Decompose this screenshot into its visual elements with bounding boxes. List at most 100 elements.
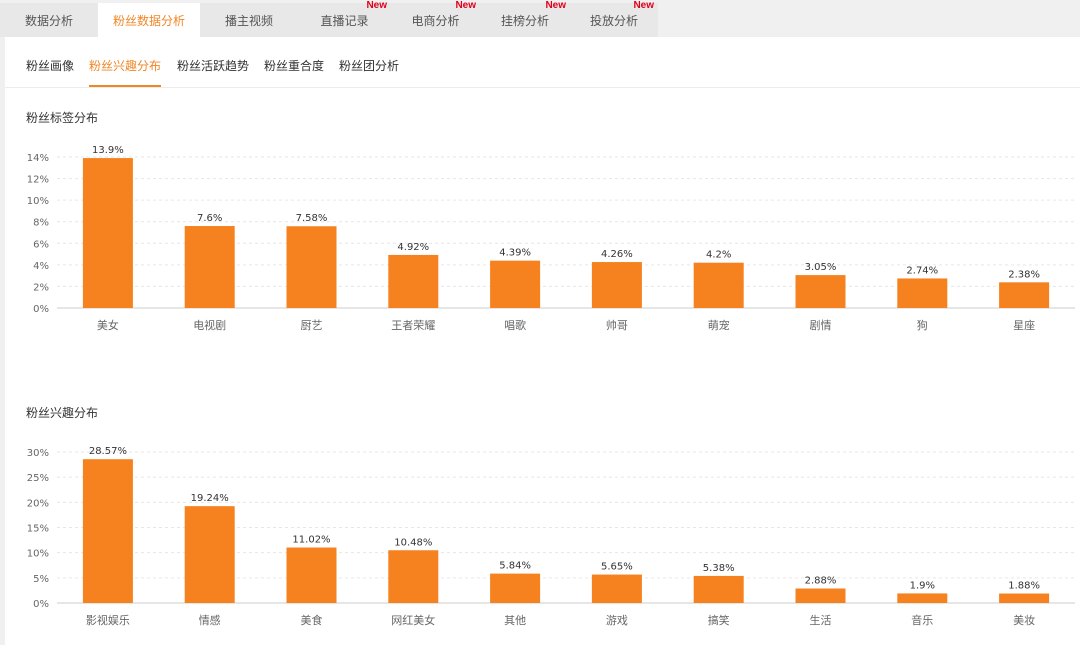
- data-label: 3.05%: [805, 262, 837, 273]
- tab-label: 粉丝数据分析: [112, 13, 185, 28]
- fan-tag-distribution-chart: 0% 2% 4% 6% 8% 10% 12% 14% 13.9% 美女 7.6% 电视剧 7.58% 厨艺…: [27, 145, 1075, 332]
- x-tick-label: 唱歌: [504, 318, 526, 332]
- x-tick-label: 网红美女: [391, 613, 435, 627]
- bar[interactable]: [388, 254, 439, 308]
- y-tick-label: 4%: [33, 261, 49, 272]
- tab-ranking-analysis[interactable]: 挂榜分析 New: [480, 0, 570, 37]
- bar[interactable]: [388, 550, 439, 603]
- data-label: 11.02%: [292, 535, 330, 546]
- sub-tab-bar: 粉丝画像 粉丝兴趣分布 粉丝活跃趋势 粉丝重合度 粉丝团分析: [5, 37, 1080, 88]
- x-tick-label: 游戏: [606, 614, 628, 627]
- bar[interactable]: [184, 506, 235, 603]
- data-label: 2.38%: [1008, 269, 1040, 280]
- y-tick-label: 12%: [27, 175, 49, 186]
- data-label: 1.88%: [1008, 581, 1040, 592]
- x-tick-label: 星座: [1013, 318, 1035, 332]
- bar[interactable]: [490, 573, 541, 603]
- x-tick-label: 帅哥: [606, 319, 628, 332]
- x-tick-label: 王者荣耀: [391, 319, 435, 332]
- y-tick-label: 30%: [27, 448, 49, 459]
- x-tick-label: 狗: [917, 319, 928, 332]
- x-tick-label: 电视剧: [193, 318, 226, 332]
- new-badge: New: [633, 0, 654, 11]
- y-tick-label: 5%: [33, 574, 49, 585]
- bar[interactable]: [795, 275, 846, 308]
- data-label: 13.9%: [92, 145, 124, 156]
- subtab-fan-overlap[interactable]: 粉丝重合度: [264, 59, 325, 73]
- bar[interactable]: [795, 588, 846, 603]
- data-label: 7.6%: [197, 213, 222, 224]
- subtab-fan-club[interactable]: 粉丝团分析: [339, 59, 400, 73]
- x-tick-label: 美妆: [1013, 614, 1035, 627]
- new-badge: New: [545, 0, 566, 11]
- subtab-fan-portrait[interactable]: 粉丝画像: [26, 59, 75, 73]
- bar[interactable]: [591, 574, 642, 603]
- subtab-fan-interest[interactable]: 粉丝兴趣分布: [89, 59, 162, 73]
- x-tick-label: 其他: [504, 614, 526, 627]
- y-tick-label: 2%: [33, 282, 49, 293]
- data-label: 5.38%: [703, 563, 735, 574]
- y-tick-label: 6%: [33, 239, 49, 250]
- bar[interactable]: [693, 575, 744, 603]
- tab-label: 播主视频: [224, 13, 273, 28]
- new-badge: New: [366, 0, 387, 11]
- tab-label: 挂榜分析: [500, 13, 549, 28]
- y-tick-label: 14%: [27, 153, 49, 164]
- x-tick-label: 音乐: [911, 613, 933, 627]
- content-panel: 粉丝画像 粉丝兴趣分布 粉丝活跃趋势 粉丝重合度 粉丝团分析 粉丝标签分布 0%…: [5, 37, 1080, 645]
- bar[interactable]: [286, 226, 337, 308]
- tab-creator-videos[interactable]: 播主视频: [200, 3, 298, 37]
- tab-fan-data-analysis[interactable]: 粉丝数据分析: [98, 3, 200, 37]
- bar[interactable]: [286, 547, 337, 603]
- y-tick-label: 0%: [33, 599, 49, 610]
- tab-data-analysis[interactable]: 数据分析: [0, 3, 98, 37]
- bar[interactable]: [591, 262, 642, 308]
- bar[interactable]: [999, 593, 1050, 603]
- y-tick-label: 15%: [27, 524, 49, 535]
- new-badge: New: [455, 0, 476, 11]
- data-label: 4.92%: [397, 242, 429, 253]
- tab-ecommerce-analysis[interactable]: 电商分析 New: [391, 0, 480, 37]
- x-tick-label: 影视娱乐: [86, 613, 130, 627]
- data-label: 1.9%: [910, 580, 935, 591]
- data-label: 19.24%: [191, 493, 229, 504]
- data-label: 2.74%: [906, 265, 938, 276]
- tab-label: 数据分析: [24, 13, 73, 28]
- tab-ad-analysis[interactable]: 投放分析 New: [570, 0, 658, 37]
- y-tick-label: 10%: [27, 196, 49, 207]
- data-label: 28.57%: [89, 446, 127, 457]
- x-tick-label: 美食: [301, 613, 323, 627]
- y-tick-label: 8%: [33, 218, 49, 229]
- bar[interactable]: [897, 593, 948, 603]
- active-subtab-underline: [89, 85, 161, 87]
- x-tick-label: 厨艺: [301, 319, 323, 332]
- chart2-title: 粉丝兴趣分布: [26, 406, 99, 420]
- chart1-title: 粉丝标签分布: [26, 111, 99, 125]
- data-label: 4.2%: [706, 250, 731, 261]
- bar[interactable]: [82, 459, 133, 603]
- data-label: 2.88%: [805, 576, 837, 587]
- tab-live-records[interactable]: 直播记录 New: [298, 0, 391, 37]
- tab-label: 直播记录: [320, 13, 369, 28]
- data-label: 5.65%: [601, 562, 633, 573]
- x-tick-label: 美女: [97, 318, 119, 332]
- data-label: 5.84%: [499, 561, 531, 572]
- data-label: 4.39%: [499, 248, 531, 259]
- x-tick-label: 情感: [199, 614, 221, 627]
- top-tab-bar: 数据分析 粉丝数据分析 播主视频 直播记录 New 电商分析 New 挂榜分析 …: [0, 0, 1080, 37]
- bar[interactable]: [184, 226, 235, 308]
- y-tick-label: 0%: [33, 304, 49, 315]
- bar[interactable]: [82, 158, 133, 308]
- bar[interactable]: [897, 278, 948, 308]
- bar[interactable]: [693, 262, 744, 308]
- x-tick-label: 搞笑: [708, 613, 730, 627]
- y-tick-label: 10%: [27, 549, 49, 560]
- y-tick-label: 20%: [27, 498, 49, 509]
- fan-interest-distribution-chart: 0% 5% 10% 15% 20% 25% 30% 28.57% 影视娱乐 19.24% 情感 11.…: [27, 446, 1075, 627]
- x-tick-label: 剧情: [810, 319, 832, 332]
- x-tick-label: 生活: [810, 613, 832, 627]
- tab-label: 电商分析: [411, 13, 460, 28]
- subtab-fan-activity[interactable]: 粉丝活跃趋势: [177, 59, 250, 73]
- bar[interactable]: [999, 282, 1050, 308]
- bar[interactable]: [490, 260, 541, 308]
